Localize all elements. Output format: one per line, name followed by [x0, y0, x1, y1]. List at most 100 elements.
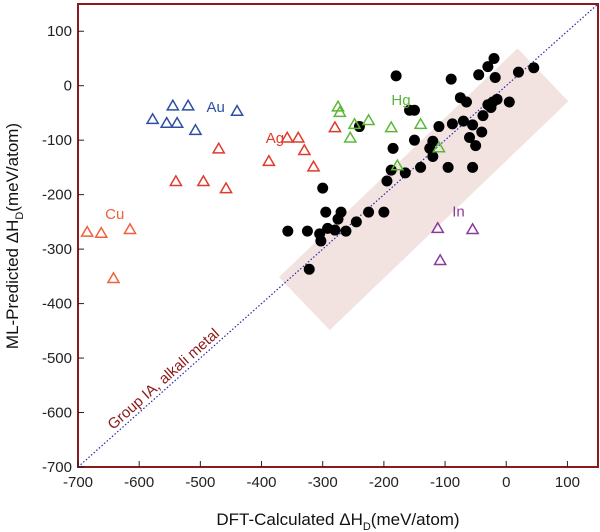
point-ag-9 — [306, 159, 321, 172]
point-group-ia-alkali-metal-35 — [460, 96, 472, 108]
x-axis-title-units: (meV/atom) — [371, 510, 460, 529]
point-group-ia-alkali-metal-31 — [445, 73, 457, 85]
y-tick-label-8: 0 — [64, 78, 72, 95]
point-group-ia-alkali-metal-50 — [503, 96, 515, 108]
group-label-hg: Hg — [391, 92, 410, 109]
group-labels: Au Ag Cu Hg In — [105, 92, 465, 223]
x-axis: -700 -600 -500 -400 -300 -200 -100 0 100 — [63, 461, 580, 491]
point-group-ia-alkali-metal-39 — [470, 140, 482, 152]
point-ag-1 — [168, 174, 183, 187]
point-in-3 — [465, 222, 480, 235]
point-group-ia-alkali-metal-34 — [457, 115, 469, 127]
point-group-ia-alkali-metal-47 — [488, 52, 500, 64]
point-ag-2 — [196, 174, 211, 187]
parity-diagonal-line — [77, 3, 599, 468]
point-group-ia-alkali-metal-15 — [363, 206, 375, 218]
point-hg-8 — [413, 117, 428, 130]
point-hg-9 — [432, 140, 446, 153]
point-group-ia-alkali-metal-29 — [433, 121, 445, 133]
x-axis-title-sub: D — [363, 521, 371, 532]
point-group-ia-alkali-metal-41 — [476, 126, 488, 138]
y-axis-title-main: ML-Predicted ΔH — [3, 220, 22, 349]
y-tick-label-2: -600 — [42, 405, 72, 422]
point-hg-6 — [384, 120, 399, 133]
point-group-ia-alkali-metal-13 — [350, 216, 362, 228]
point-group-ia-alkali-metal-7 — [320, 206, 332, 218]
point-hg-3 — [343, 130, 358, 143]
point-au-3 — [165, 98, 180, 111]
point-hg-5 — [361, 113, 376, 126]
point-group-ia-alkali-metal-36 — [464, 131, 476, 143]
point-group-ia-alkali-metal-51 — [512, 66, 524, 78]
point-group-ia-alkali-metal-40 — [473, 69, 485, 81]
point-group-ia-alkali-metal-11 — [335, 206, 347, 218]
point-group-ia-alkali-metal-28 — [427, 135, 439, 147]
point-au-1 — [145, 112, 160, 125]
point-in-2 — [433, 253, 448, 266]
point-cu-1 — [80, 225, 95, 237]
y-tick-label-7: -100 — [42, 132, 72, 149]
x-tick-label-1: -700 — [63, 474, 93, 491]
point-group-ia-alkali-metal-48 — [489, 72, 501, 84]
plot-frame — [77, 3, 599, 468]
y-tick-label-4: -400 — [42, 296, 72, 313]
x-tick-label-3: -500 — [185, 474, 215, 491]
point-group-ia-alkali-metal-16 — [378, 206, 390, 218]
point-group-ia-alkali-metal-27 — [427, 151, 439, 163]
y-tick-label-3: -500 — [42, 350, 72, 367]
x-tick-label-8: 0 — [502, 474, 510, 491]
point-ag-4 — [219, 181, 233, 194]
point-ag-10 — [328, 120, 342, 133]
group-label-au: Au — [206, 99, 224, 116]
data-points — [80, 52, 540, 284]
x-tick-label-7: -100 — [430, 474, 460, 491]
y-axis-title: ML-Predicted ΔHD(meV/atom) — [3, 123, 26, 349]
x-tick-label-9: 100 — [555, 474, 580, 491]
point-ag-8 — [297, 143, 312, 156]
point-group-ia-alkali-metal-17 — [381, 175, 393, 187]
x-tick-label-5: -300 — [308, 474, 338, 491]
y-tick-label-6: -200 — [42, 187, 72, 204]
x-axis-title: DFT-Calculated ΔHD(meV/atom) — [216, 510, 459, 532]
group-label-cu: Cu — [105, 206, 124, 223]
point-ag-3 — [211, 141, 226, 154]
y-axis: -700 -600 -500 -400 -300 -200 -100 0 100 — [42, 23, 84, 476]
point-group-ia-alkali-metal-20 — [390, 70, 402, 82]
point-group-ia-alkali-metal-9 — [329, 224, 341, 236]
point-group-ia-alkali-metal-2 — [303, 263, 315, 275]
point-group-ia-alkali-metal-19 — [387, 142, 399, 154]
point-group-ia-alkali-metal-37 — [467, 161, 479, 173]
point-group-ia-alkali-metal-5 — [315, 235, 327, 247]
point-group-ia-alkali-metal-12 — [340, 225, 352, 237]
y-tick-label-5: -300 — [42, 241, 72, 258]
point-group-ia-alkali-metal-23 — [408, 104, 420, 116]
point-au-7 — [230, 104, 244, 117]
point-group-ia-alkali-metal-43 — [482, 61, 494, 73]
point-au-4 — [170, 116, 184, 128]
x-tick-label-4: -400 — [247, 474, 277, 491]
point-hg-7 — [390, 158, 405, 171]
point-ag-5 — [261, 154, 276, 167]
x-axis-title-main: DFT-Calculated ΔH — [216, 510, 362, 529]
x-tick-label-2: -600 — [124, 474, 154, 491]
point-au-6 — [188, 123, 203, 136]
group-label-in: In — [452, 203, 465, 220]
point-hg-4 — [347, 117, 362, 130]
point-group-ia-alkali-metal-32 — [446, 118, 458, 130]
point-group-ia-alkali-metal-38 — [467, 119, 479, 131]
group-label-ag: Ag — [266, 130, 284, 147]
y-axis-title-sub: D — [14, 212, 26, 220]
y-tick-label-9: 100 — [47, 23, 72, 40]
point-au-2 — [159, 116, 174, 128]
point-group-ia-alkali-metal-42 — [477, 110, 489, 122]
x-tick-label-6: -200 — [369, 474, 399, 491]
point-in-1 — [430, 221, 445, 234]
point-cu-3 — [106, 271, 121, 284]
point-cu-4 — [123, 222, 137, 235]
point-ag-7 — [291, 130, 306, 143]
y-axis-title-units: (meV/atom) — [3, 123, 22, 212]
alkali-metal-band — [278, 48, 569, 331]
point-group-ia-alkali-metal-6 — [317, 182, 329, 194]
point-au-5 — [181, 98, 196, 111]
